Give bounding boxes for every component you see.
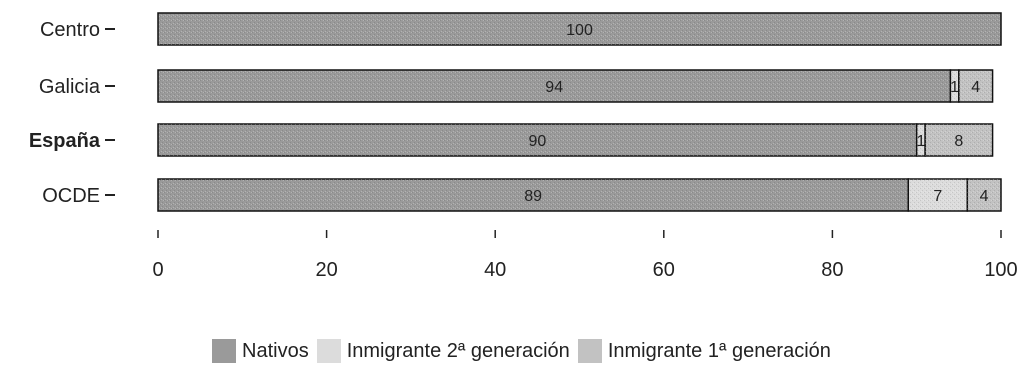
bar-texture xyxy=(967,179,1001,211)
legend: Nativos Inmigrante 2ª generación Inmigra… xyxy=(212,336,831,366)
x-tick-label: 20 xyxy=(315,259,337,281)
bar-texture xyxy=(958,70,993,102)
legend-label-2: Inmigrante 1ª generación xyxy=(607,339,831,362)
bar-texture xyxy=(908,179,968,211)
data-label: 1 xyxy=(950,79,959,96)
legend-swatch-2 xyxy=(577,339,602,363)
bar-texture xyxy=(158,179,909,211)
category-labels: Centro Galicia España OCDE xyxy=(29,19,115,207)
data-label: 4 xyxy=(971,79,980,96)
bar-texture xyxy=(158,13,1001,45)
legend-item-2: Inmigrante 1ª generación xyxy=(577,339,831,363)
data-label: 90 xyxy=(528,133,546,150)
data-label: 4 xyxy=(980,188,989,205)
data-label: 100 xyxy=(566,22,593,39)
legend-item-0: Nativos xyxy=(212,339,309,363)
x-tick-label: 60 xyxy=(653,259,675,281)
legend-swatch-1 xyxy=(316,339,341,363)
category-label: España xyxy=(29,130,101,152)
x-tick-label: 100 xyxy=(984,259,1017,281)
data-label: 1 xyxy=(916,133,925,150)
category-label: Centro xyxy=(40,19,100,41)
legend-label-0: Nativos xyxy=(242,339,309,362)
x-tick-label: 0 xyxy=(152,259,163,281)
x-tick-label: 40 xyxy=(484,259,506,281)
bar-texture xyxy=(158,70,951,102)
data-label: 7 xyxy=(933,188,942,205)
data-label: 89 xyxy=(524,188,542,205)
bar-texture xyxy=(158,124,917,156)
bar-texture xyxy=(925,124,993,156)
legend-swatch-0 xyxy=(212,339,236,363)
x-tick-label: 80 xyxy=(821,259,843,281)
data-label: 94 xyxy=(545,79,563,96)
data-label: 8 xyxy=(954,133,963,150)
category-label: OCDE xyxy=(42,185,100,207)
legend-item-1: Inmigrante 2ª generación xyxy=(316,339,570,363)
x-axis: 0 20 40 60 80 100 xyxy=(152,230,1018,281)
category-label: Galicia xyxy=(39,76,101,98)
bar-texture xyxy=(916,124,926,156)
bar-texture xyxy=(950,70,959,102)
legend-label-1: Inmigrante 2ª generación xyxy=(346,339,570,362)
